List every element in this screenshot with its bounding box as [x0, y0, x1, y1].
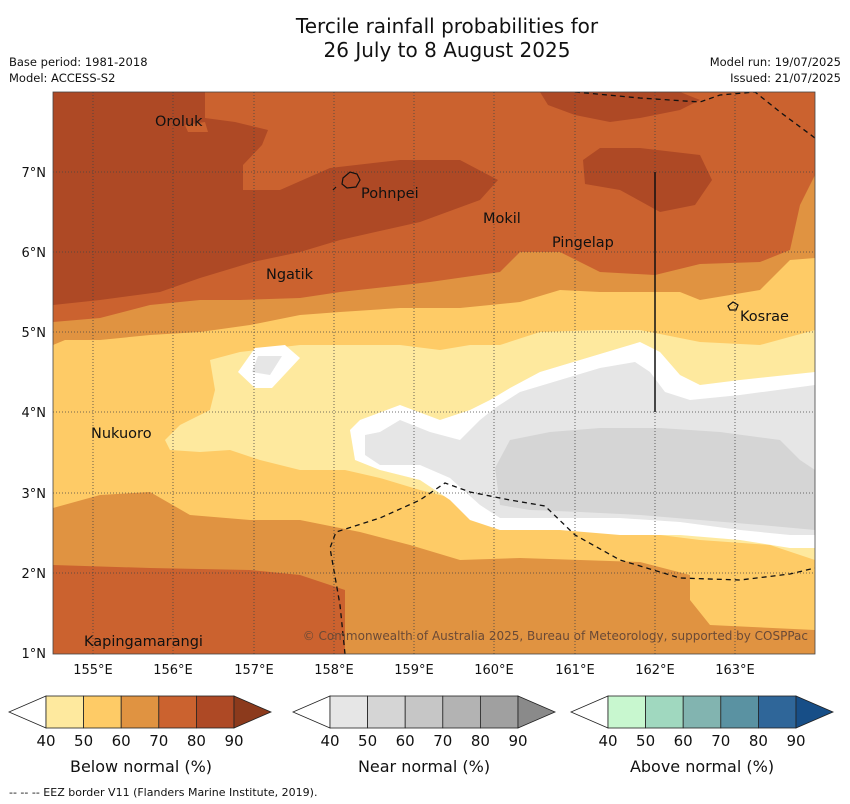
lon-tick: 155°E: [73, 663, 113, 678]
title-line-1: Tercile rainfall probabilities for: [295, 14, 599, 38]
base-period: Base period: 1981-2018: [9, 55, 148, 69]
place-nukuoro: Nukuoro: [91, 426, 152, 442]
colorbar-tick: 90: [224, 732, 243, 750]
place-kapingamarangi: Kapingamarangi: [84, 634, 203, 650]
place-oroluk: Oroluk: [155, 114, 203, 130]
pohnpei-island: [341, 171, 361, 189]
place-labels: Oroluk Pohnpei Mokil Pingelap Ngatik Kos…: [84, 114, 789, 650]
kosrae-island: [727, 301, 739, 311]
place-mokil: Mokil: [483, 211, 521, 227]
probability-map[interactable]: [53, 92, 815, 654]
colorbar-extend-min: [7, 695, 47, 729]
lon-tick: 162°E: [635, 663, 675, 678]
place-pohnpei: Pohnpei: [361, 186, 419, 202]
graticule: [53, 92, 815, 654]
colorbar-extend-min: [291, 695, 331, 729]
colorbar-segment: [607, 695, 646, 729]
copyright-credit: © Commonwealth of Australia 2025, Bureau…: [303, 629, 808, 643]
colorbar-segment: [329, 695, 368, 729]
colorbar-extend-max: [795, 695, 835, 729]
latitude-ticks: 7°N 6°N 5°N 4°N 3°N 2°N 1°N: [22, 166, 47, 662]
map-frame: [52, 91, 816, 655]
colorbar-tick: 80: [749, 732, 768, 750]
eez-border: [329, 92, 815, 654]
lat-tick: 4°N: [22, 406, 47, 421]
lon-tick: 159°E: [394, 663, 434, 678]
colorbar-segment: [367, 695, 406, 729]
colorbar-tick: 50: [358, 732, 377, 750]
place-ngatik: Ngatik: [266, 267, 314, 283]
colorbar-tick: 60: [674, 732, 693, 750]
colorbar-tick: 40: [320, 732, 339, 750]
metadata-right: Model run: 19/07/2025 Issued: 21/07/2025: [710, 54, 841, 86]
colorbar-tick: 50: [74, 732, 93, 750]
colorbar-near-normal: 40 50 60 70 80 90: [291, 695, 557, 750]
colorbar-extend-max: [517, 695, 557, 729]
longitude-ticks: 155°E 156°E 157°E 158°E 159°E 160°E 161°…: [73, 663, 755, 678]
lat-tick: 5°N: [22, 326, 47, 341]
colorbar-tick: 60: [112, 732, 131, 750]
lon-tick: 157°E: [234, 663, 274, 678]
colorbar-segment: [195, 695, 235, 729]
colorbar-below-normal: 40 50 60 70 80 90: [7, 695, 273, 750]
place-pingelap: Pingelap: [552, 235, 614, 251]
lat-tick: 1°N: [22, 647, 47, 662]
map-title: Tercile rainfall probabilities for 26 Ju…: [0, 14, 850, 62]
lon-tick: 161°E: [555, 663, 595, 678]
near-normal-label: Near normal (%): [358, 757, 490, 776]
colorbar-tick: 70: [149, 732, 168, 750]
colorbar-tick: 90: [508, 732, 527, 750]
colorbar-tick: 80: [187, 732, 206, 750]
lon-tick: 160°E: [474, 663, 514, 678]
place-kosrae: Kosrae: [740, 309, 789, 325]
lon-tick: 163°E: [715, 663, 755, 678]
colorbar-segment: [720, 695, 759, 729]
model-name: Model: ACCESS-S2: [9, 71, 116, 85]
colorbar-above-normal: 40 50 60 70 80 90: [569, 695, 835, 750]
lat-tick: 7°N: [22, 166, 47, 181]
colorbar-segment: [120, 695, 160, 729]
colorbar-segment: [45, 695, 84, 729]
lon-tick: 158°E: [314, 663, 354, 678]
zone-below-80-southwest: [53, 565, 345, 654]
colorbar-tick: 40: [36, 732, 55, 750]
colorbar-segment: [645, 695, 684, 729]
zone-below-90-northeast: [583, 148, 712, 212]
colorbar-tick: 90: [786, 732, 805, 750]
above-normal-label: Above normal (%): [630, 757, 774, 776]
eez-footnote: -- -- -- EEZ border V11 (Flanders Marine…: [9, 786, 318, 799]
lon-tick: 156°E: [153, 663, 193, 678]
colorbar-segment: [404, 695, 444, 729]
colorbar-extend-max: [233, 695, 273, 729]
colorbar-tick: 40: [598, 732, 617, 750]
colorbar-segment: [83, 695, 122, 729]
colorbar-extend-min: [569, 695, 609, 729]
colorbar-tick: 60: [396, 732, 415, 750]
colorbar-segment: [479, 695, 519, 729]
colorbar-tick: 70: [433, 732, 452, 750]
model-run: Model run: 19/07/2025: [709, 55, 841, 69]
colorbar-segment: [158, 695, 197, 729]
title-line-2: 26 July to 8 August 2025: [323, 38, 571, 62]
colorbar-segment: [682, 695, 722, 729]
lat-tick: 2°N: [22, 567, 47, 582]
metadata-left: Base period: 1981-2018 Model: ACCESS-S2: [9, 54, 148, 86]
zone-near-loop: [252, 356, 282, 375]
colorbar-tick: 50: [636, 732, 655, 750]
colorbar-tick: 70: [711, 732, 730, 750]
colorbar-tick: 80: [471, 732, 490, 750]
below-normal-label: Below normal (%): [70, 757, 212, 776]
issued-date: Issued: 21/07/2025: [730, 71, 841, 85]
lat-tick: 3°N: [22, 487, 47, 502]
islands: [332, 171, 739, 311]
zone-below-80-patch: [185, 122, 208, 132]
colorbar-segment: [758, 695, 797, 729]
colorbar-segment: [442, 695, 481, 729]
lat-tick: 6°N: [22, 246, 47, 261]
